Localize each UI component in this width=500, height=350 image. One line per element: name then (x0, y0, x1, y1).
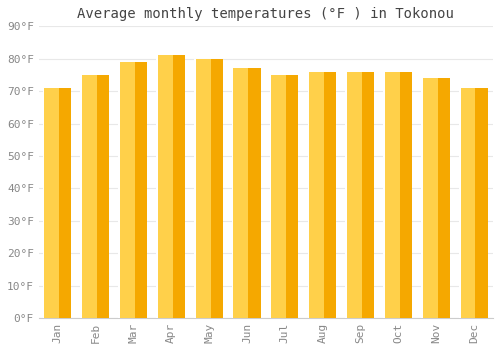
FancyBboxPatch shape (385, 72, 412, 318)
FancyBboxPatch shape (232, 68, 234, 318)
FancyBboxPatch shape (422, 78, 450, 318)
Title: Average monthly temperatures (°F ) in Tokonou: Average monthly temperatures (°F ) in To… (78, 7, 454, 21)
FancyBboxPatch shape (82, 75, 109, 318)
FancyBboxPatch shape (346, 72, 347, 318)
FancyBboxPatch shape (120, 62, 135, 318)
FancyBboxPatch shape (156, 55, 158, 318)
FancyBboxPatch shape (118, 62, 120, 318)
FancyBboxPatch shape (44, 88, 72, 318)
FancyBboxPatch shape (82, 75, 97, 318)
FancyBboxPatch shape (42, 88, 44, 318)
FancyBboxPatch shape (158, 55, 172, 318)
FancyBboxPatch shape (459, 88, 460, 318)
FancyBboxPatch shape (120, 62, 147, 318)
FancyBboxPatch shape (308, 72, 309, 318)
FancyBboxPatch shape (194, 59, 196, 318)
FancyBboxPatch shape (271, 75, 298, 318)
FancyBboxPatch shape (234, 68, 248, 318)
FancyBboxPatch shape (80, 75, 82, 318)
FancyBboxPatch shape (44, 88, 59, 318)
FancyBboxPatch shape (460, 88, 488, 318)
FancyBboxPatch shape (422, 78, 438, 318)
FancyBboxPatch shape (196, 59, 210, 318)
FancyBboxPatch shape (385, 72, 400, 318)
FancyBboxPatch shape (347, 72, 374, 318)
FancyBboxPatch shape (196, 59, 223, 318)
FancyBboxPatch shape (384, 72, 385, 318)
FancyBboxPatch shape (158, 55, 185, 318)
FancyBboxPatch shape (309, 72, 324, 318)
FancyBboxPatch shape (270, 75, 271, 318)
FancyBboxPatch shape (460, 88, 475, 318)
FancyBboxPatch shape (271, 75, 286, 318)
FancyBboxPatch shape (309, 72, 336, 318)
FancyBboxPatch shape (421, 78, 422, 318)
FancyBboxPatch shape (234, 68, 260, 318)
FancyBboxPatch shape (347, 72, 362, 318)
